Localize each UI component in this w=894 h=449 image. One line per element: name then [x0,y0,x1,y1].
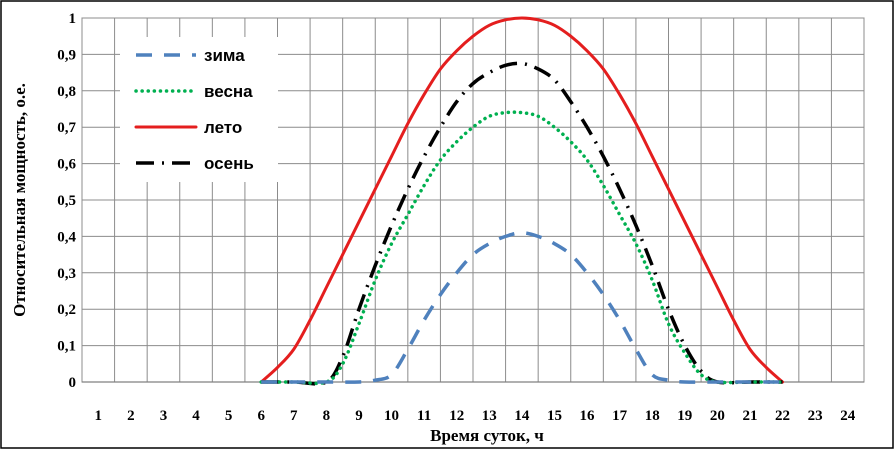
x-tick-label: 11 [417,408,431,424]
x-tick-label: 9 [355,408,363,424]
x-tick-label: 8 [323,408,331,424]
x-tick-label: 14 [514,408,530,424]
x-tick-label: 5 [225,408,233,424]
x-tick-label: 3 [160,408,168,424]
legend-label: весна [204,82,253,101]
x-axis-title: Время суток, ч [430,426,544,445]
legend-label: осень [204,154,254,173]
y-tick-label: 1 [69,11,77,27]
series-lines [259,16,785,386]
y-tick-label: 0,1 [57,339,76,355]
series-line-лето [259,16,785,384]
x-tick-label: 12 [449,408,464,424]
legend: зима весна лето осень [120,37,278,182]
y-tick-label: 0,9 [57,47,76,63]
series-line-осень [261,61,783,386]
series-line-весна [259,110,785,386]
y-axis-title: Относительная мощность, о.е. [10,83,29,317]
x-tick-label: 21 [742,408,757,424]
x-tick-label: 24 [840,408,856,424]
x-tick-label: 16 [580,408,596,424]
x-tick-label: 2 [127,408,135,424]
x-tick-label: 19 [677,408,692,424]
x-tick-label: 15 [547,408,562,424]
y-tick-label: 0,5 [57,193,76,209]
x-tick-label: 4 [192,408,200,424]
y-tick-label: 0,6 [57,157,76,173]
y-tick-label: 0,4 [57,229,76,245]
y-tick-label: 0,7 [57,120,76,136]
y-tick-label: 0,3 [57,266,76,282]
series-line-зима [261,231,783,384]
legend-label: зима [204,46,245,65]
y-tick-label: 0,8 [57,84,76,100]
legend-box [120,37,278,182]
x-tick-label: 18 [645,408,660,424]
x-tick-label: 10 [384,408,399,424]
x-tick-label: 7 [290,408,298,424]
y-tick-label: 0 [69,375,77,391]
x-tick-label: 6 [257,408,265,424]
legend-label: лето [204,118,242,137]
x-tick-label: 20 [710,408,725,424]
x-tick-label: 23 [808,408,823,424]
x-tick-label: 22 [775,408,790,424]
x-tick-label: 17 [612,408,628,424]
x-tick-label: 1 [95,408,103,424]
x-tick-label: 13 [482,408,497,424]
y-tick-label: 0,2 [57,302,76,318]
axes: 1 2 3 4 5 6 7 8 9 10 11 12 13 14 15 16 17 18 19 20 21 22 23 240… [57,11,864,424]
